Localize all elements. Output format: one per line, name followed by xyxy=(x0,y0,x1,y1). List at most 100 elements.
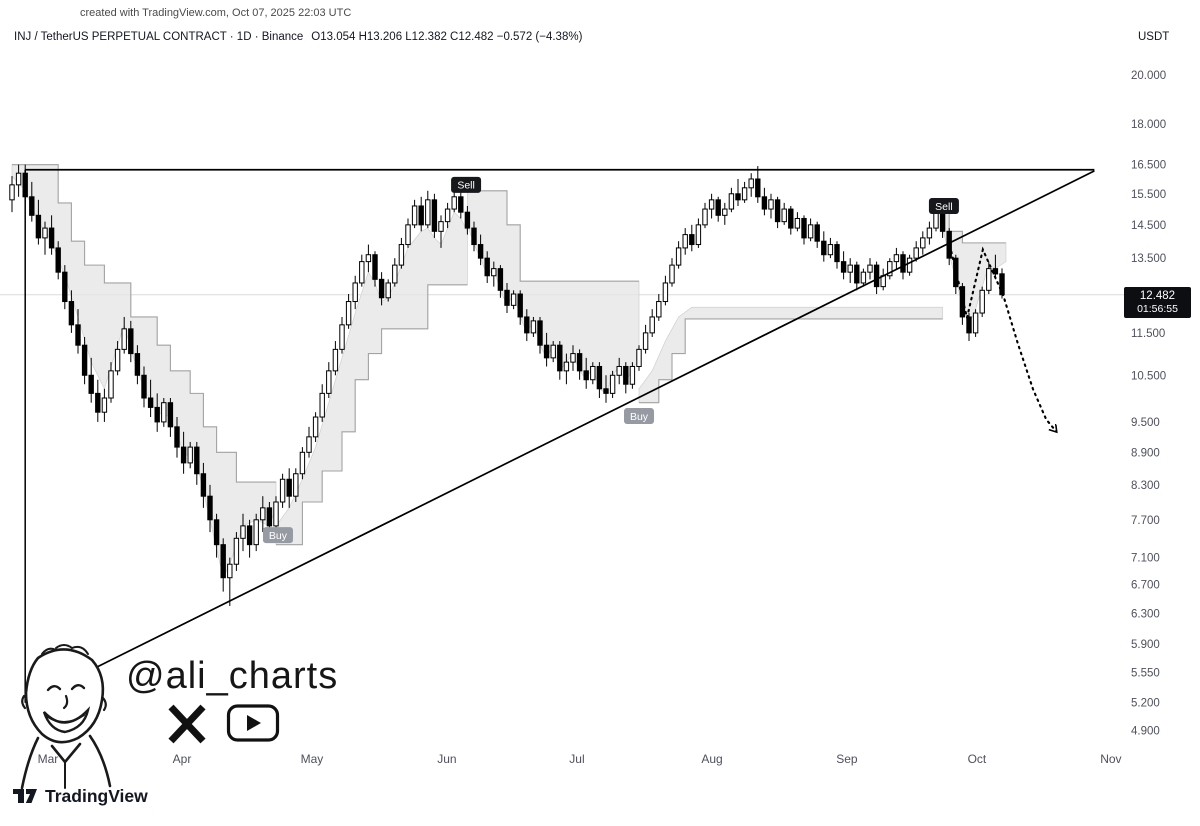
candle xyxy=(510,290,517,310)
watermark-social-icons xyxy=(164,700,280,746)
bar-countdown: 01:56:55 xyxy=(1137,303,1178,316)
svg-text:Buy: Buy xyxy=(630,411,649,423)
candle xyxy=(537,316,543,354)
candle xyxy=(246,519,253,558)
candle xyxy=(722,202,728,225)
candle xyxy=(293,468,299,502)
price-axis-label: 14.500 xyxy=(1131,220,1166,232)
candles-layer xyxy=(9,164,1005,606)
candle xyxy=(458,190,464,219)
signal-badge-buy: Buy xyxy=(262,527,293,544)
tradingview-footer[interactable]: TradingView xyxy=(12,784,148,808)
candle xyxy=(708,193,715,219)
candle xyxy=(741,181,748,203)
time-scale[interactable]: Mar Apr May Jun Jul Aug Sep Oct Nov xyxy=(38,752,1122,766)
ascending-trendline[interactable] xyxy=(24,170,1095,704)
candle xyxy=(953,254,959,295)
candle xyxy=(603,375,609,403)
candle xyxy=(926,221,933,245)
trailing-stop-bands xyxy=(11,164,1007,579)
candle xyxy=(392,258,398,287)
candle xyxy=(570,345,576,371)
candle xyxy=(807,218,814,242)
candle xyxy=(9,176,15,213)
candle xyxy=(220,538,226,592)
candle xyxy=(286,468,292,508)
last-price: 12.482 xyxy=(1139,289,1176,302)
youtube-icon xyxy=(226,704,280,742)
candle xyxy=(477,234,484,266)
candle xyxy=(233,532,240,571)
candle xyxy=(471,221,477,252)
svg-text:Sell: Sell xyxy=(935,201,953,213)
time-axis-label: Jun xyxy=(437,752,456,766)
last-price-badge: 12.482 01:56:55 xyxy=(1124,287,1191,318)
candle xyxy=(240,513,246,552)
price-axis-label: 7.100 xyxy=(1131,553,1160,565)
price-axis-label: 7.700 xyxy=(1131,515,1160,527)
candle xyxy=(161,398,167,427)
price-axis-label: 15.500 xyxy=(1131,189,1166,201)
candle xyxy=(431,193,438,238)
candle xyxy=(728,187,735,213)
trailing-stop-line xyxy=(639,318,943,404)
price-scale[interactable]: 20.000 18.000 16.500 15.500 14.500 13.500 11.5… xyxy=(1131,70,1166,737)
time-axis-label: Jul xyxy=(569,752,584,766)
candle xyxy=(550,341,556,363)
candle xyxy=(128,320,134,363)
candle xyxy=(95,379,101,422)
candle xyxy=(55,241,61,280)
candle xyxy=(385,279,391,302)
candle xyxy=(768,193,774,219)
price-axis-label: 8.900 xyxy=(1131,447,1160,459)
candle xyxy=(207,484,213,533)
candle xyxy=(15,164,22,197)
time-axis-label: Sep xyxy=(836,752,858,766)
candle xyxy=(781,202,787,225)
candle xyxy=(966,313,972,342)
time-axis-label: Apr xyxy=(173,752,192,766)
watermark-face-sketch xyxy=(20,644,112,790)
candle xyxy=(108,362,114,403)
candle xyxy=(821,231,827,262)
candle xyxy=(418,196,424,232)
candle xyxy=(42,221,48,255)
candle xyxy=(788,205,794,235)
candle xyxy=(35,199,42,245)
candle xyxy=(649,309,655,337)
candle xyxy=(372,251,378,287)
candle xyxy=(834,241,840,269)
watermark-handle: @ali_charts xyxy=(126,655,339,697)
candle xyxy=(887,258,893,280)
candle xyxy=(906,254,913,276)
candle xyxy=(715,196,721,222)
candle xyxy=(920,231,926,255)
candle xyxy=(279,473,286,508)
symbol-title[interactable]: INJ / TetherUS PERPETUAL CONTRACT · 1D ·… xyxy=(14,31,304,43)
candle xyxy=(827,237,834,259)
trend-lines[interactable] xyxy=(24,168,1095,704)
candle xyxy=(867,258,873,280)
currency-label: USDT xyxy=(1138,31,1170,43)
candle xyxy=(48,215,55,255)
candle xyxy=(444,202,451,229)
candle xyxy=(979,286,985,317)
candle xyxy=(794,212,801,232)
candle xyxy=(88,357,94,403)
candle xyxy=(464,205,471,235)
candle xyxy=(642,324,649,354)
tradingview-brand-text: TradingView xyxy=(45,785,148,806)
tradingview-logo-icon xyxy=(13,789,37,803)
candle xyxy=(227,557,233,606)
candle xyxy=(405,218,411,248)
indicator-band xyxy=(467,190,640,394)
indicator-band xyxy=(275,211,468,546)
candle xyxy=(101,388,108,422)
price-axis-label: 16.500 xyxy=(1131,160,1166,172)
signal-badge-buy: Buy xyxy=(624,408,654,425)
candle xyxy=(200,462,207,508)
candle xyxy=(873,261,880,295)
candle xyxy=(702,202,708,229)
price-axis-label: 6.700 xyxy=(1131,580,1160,592)
